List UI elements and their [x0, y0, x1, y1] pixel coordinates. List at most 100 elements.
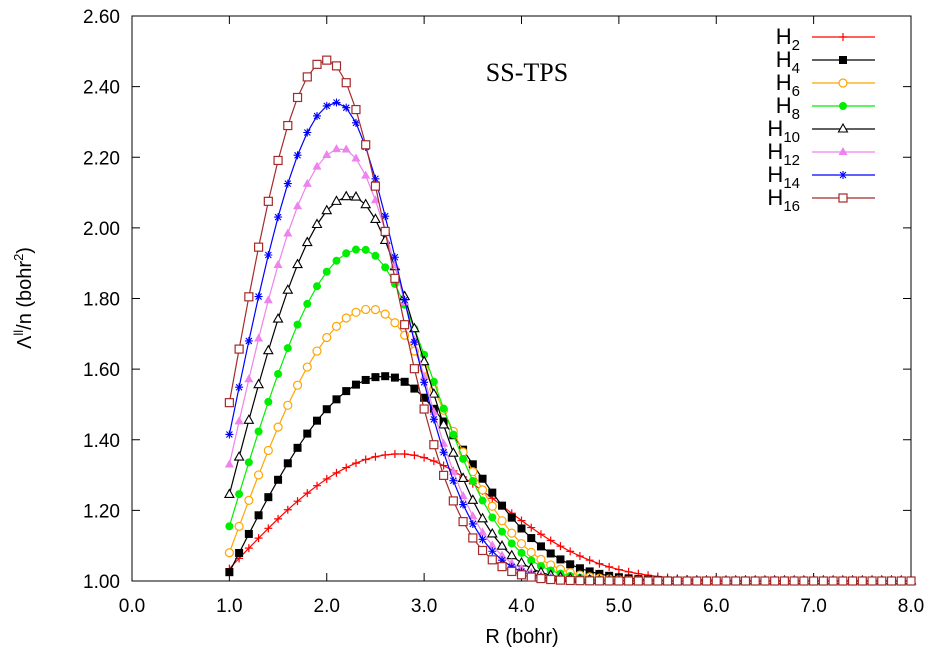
data-point: [340, 190, 352, 201]
data-point: [536, 562, 545, 571]
series-layer: [223, 55, 917, 586]
data-point: [420, 453, 429, 462]
data-point: [342, 463, 351, 472]
data-point: [614, 565, 623, 574]
data-point: [624, 576, 634, 586]
data-point: [429, 415, 438, 424]
data-point: [332, 98, 341, 107]
data-point: [653, 576, 663, 586]
data-point: [789, 576, 799, 586]
data-point: [332, 256, 341, 265]
data-point: [604, 576, 614, 586]
data-point: [371, 373, 380, 382]
data-point: [312, 161, 322, 170]
y-tick-label: 2.20: [83, 148, 120, 169]
data-point: [273, 422, 283, 432]
data-point: [322, 101, 331, 110]
data-point: [400, 450, 409, 459]
data-point: [351, 459, 360, 468]
data-point: [244, 292, 254, 302]
data-point: [507, 566, 517, 577]
data-point: [283, 400, 293, 410]
data-point: [342, 387, 351, 396]
data-point: [331, 61, 342, 71]
data-point: [293, 151, 302, 160]
data-point: [682, 576, 692, 586]
y-tick-label: 2.00: [83, 219, 120, 240]
data-point: [341, 144, 351, 153]
data-point: [224, 398, 234, 408]
data-point: [390, 273, 400, 283]
data-point: [527, 556, 536, 565]
y-label-end: ): [14, 247, 36, 254]
data-point: [662, 576, 673, 586]
data-point: [507, 528, 517, 538]
data-point: [244, 336, 253, 345]
data-point: [750, 576, 760, 586]
data-point: [264, 524, 273, 533]
data-point: [322, 332, 332, 343]
data-point: [838, 576, 848, 586]
series-line: [228, 196, 911, 582]
data-point: [223, 488, 235, 499]
data-point: [244, 458, 253, 467]
legend-label: H12: [767, 139, 800, 169]
data-point: [477, 485, 488, 495]
data-point: [370, 305, 381, 315]
data-point: [546, 536, 555, 545]
data-point: [303, 299, 312, 308]
data-point: [341, 313, 351, 323]
data-point: [478, 474, 487, 483]
series-H16: [224, 55, 916, 586]
series-H14: [225, 98, 915, 585]
y-tick-label: 2.40: [83, 78, 120, 99]
data-point: [235, 490, 244, 499]
data-point: [274, 369, 283, 378]
y-tick-labels: 1.00 1.20 1.40 1.60 1.80 2.00 2.20 2.40 2.60: [83, 7, 120, 593]
data-point: [566, 547, 575, 556]
data-point: [253, 242, 264, 252]
data-point: [274, 514, 283, 523]
data-point: [312, 346, 322, 356]
data-point: [244, 495, 254, 505]
data-point: [331, 321, 342, 331]
x-tick-labels: 0.0 1.0 2.0 3.0 4.0 5.0 6.0 7.0 8.0: [119, 596, 924, 617]
x-tick-label: 7.0: [800, 596, 826, 617]
data-point: [293, 320, 302, 329]
data-point: [468, 476, 477, 485]
data-point: [381, 263, 390, 272]
data-point: [390, 318, 400, 328]
data-point: [244, 529, 253, 538]
data-point: [498, 556, 507, 565]
data-point: [536, 530, 545, 539]
data-point: [361, 170, 371, 179]
data-point: [447, 447, 459, 457]
series-H6: [224, 304, 916, 586]
data-point: [301, 236, 313, 247]
data-point: [760, 576, 770, 586]
data-point: [731, 576, 741, 586]
data-point: [273, 260, 283, 269]
data-point: [400, 377, 409, 386]
data-point: [254, 292, 263, 301]
data-point: [225, 568, 234, 577]
data-point: [477, 545, 488, 556]
data-point: [478, 527, 488, 536]
data-point: [350, 190, 362, 201]
data-point: [740, 576, 751, 586]
data-point: [527, 534, 536, 543]
data-point: [498, 527, 507, 536]
data-point: [293, 443, 302, 452]
data-point: [303, 489, 312, 498]
data-point: [867, 576, 877, 586]
data-point: [546, 549, 555, 558]
data-point: [342, 103, 351, 112]
legend-entry-H14: H14: [767, 162, 875, 192]
data-point: [381, 212, 390, 221]
data-point: [313, 111, 322, 120]
data-point: [507, 539, 516, 548]
data-point: [527, 523, 536, 532]
data-point: [605, 562, 614, 571]
legend-entry-H6: H6: [776, 70, 875, 100]
data-point: [302, 72, 312, 82]
